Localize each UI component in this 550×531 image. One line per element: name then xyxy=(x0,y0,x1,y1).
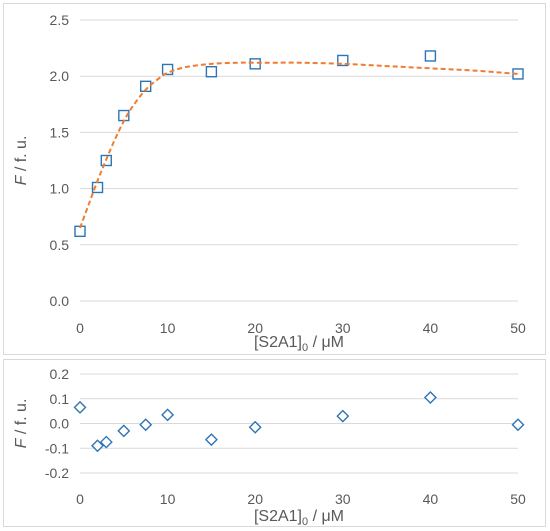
residual-point xyxy=(117,424,131,438)
data-point xyxy=(161,63,174,76)
y-tick-label: 0.5 xyxy=(50,237,70,253)
residual-point xyxy=(139,418,153,432)
y-tick-label: -0.1 xyxy=(45,440,69,456)
x-axis-label: [S2A1]0 / μM xyxy=(254,508,344,528)
x-tick-label: 10 xyxy=(160,320,176,336)
residual-point xyxy=(161,408,175,422)
residual-point xyxy=(336,409,350,423)
data-point xyxy=(249,58,261,70)
fit-chart-panel: 0.0 0.5 1.0 1.5 2.0 2.5 0 10 20 30 40 50 [S2A1]0 / μ… xyxy=(3,3,546,355)
residual-point xyxy=(423,391,437,405)
residual-point xyxy=(511,418,525,432)
x-tick-label: 30 xyxy=(335,491,351,507)
residual-point xyxy=(91,439,105,453)
x-tick-label: 10 xyxy=(160,491,176,507)
fit-curve xyxy=(79,61,519,229)
residual-point xyxy=(204,433,218,447)
y-tick-label: 0.0 xyxy=(50,293,70,309)
residual-point xyxy=(99,435,113,449)
x-tick-label: 0 xyxy=(76,320,84,336)
x-tick-label: 20 xyxy=(247,491,263,507)
y-tick-label: 0.0 xyxy=(50,416,70,432)
x-tick-label: 40 xyxy=(423,491,439,507)
fit-chart: 0.0 0.5 1.0 1.5 2.0 2.5 0 10 20 30 40 50 [S2A1]0 / μ… xyxy=(13,12,526,354)
y-axis-label: F / f. u. xyxy=(13,399,30,449)
residual-point xyxy=(248,420,262,434)
residuals-chart: -0.2 -0.1 0.0 0.1 0.2 0 10 20 30 40 50 [S2A1]0 / μM… xyxy=(13,366,526,528)
x-axis-label: [S2A1]0 / μM xyxy=(254,334,344,354)
y-tick-label: 0.1 xyxy=(50,391,70,407)
x-tick-label: 0 xyxy=(76,491,84,507)
y-tick-label: -0.2 xyxy=(45,465,69,481)
y-tick-label: 2.5 xyxy=(50,12,70,28)
x-tick-label: 30 xyxy=(335,320,351,336)
y-tick-label: 2.0 xyxy=(50,68,70,84)
residuals-chart-panel: -0.2 -0.1 0.0 0.1 0.2 0 10 20 30 40 50 [S2A1]0 / μM… xyxy=(3,359,546,528)
y-tick-label: 0.2 xyxy=(50,366,70,382)
data-point xyxy=(139,80,152,93)
y-tick-label: 1.0 xyxy=(50,181,70,197)
x-tick-label: 50 xyxy=(510,491,526,507)
x-tick-label: 50 xyxy=(510,320,526,336)
residual-point xyxy=(73,400,87,414)
data-point xyxy=(424,50,437,62)
x-tick-label: 20 xyxy=(247,320,263,336)
data-point xyxy=(337,54,349,67)
data-point xyxy=(205,66,218,78)
y-tick-label: 1.5 xyxy=(50,124,70,140)
y-axis-label: F / f. u. xyxy=(13,136,30,186)
x-tick-label: 40 xyxy=(423,320,439,336)
